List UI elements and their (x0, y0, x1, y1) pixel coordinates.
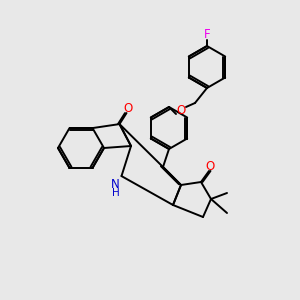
Text: O: O (206, 160, 214, 172)
Text: O: O (176, 103, 186, 116)
Text: F: F (204, 28, 210, 41)
Text: N: N (111, 178, 120, 190)
Text: O: O (123, 102, 132, 115)
Text: H: H (112, 188, 119, 198)
